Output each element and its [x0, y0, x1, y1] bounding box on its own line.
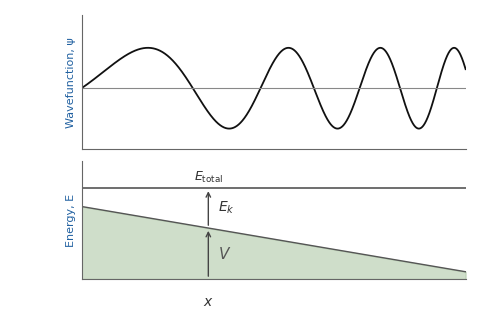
Y-axis label: Wavefunction, ψ: Wavefunction, ψ	[66, 37, 76, 127]
Text: $x$: $x$	[203, 295, 214, 309]
Y-axis label: Energy, E: Energy, E	[66, 193, 76, 247]
Text: $E_{\mathrm{total}}$: $E_{\mathrm{total}}$	[194, 170, 223, 185]
Text: $E_k$: $E_k$	[218, 200, 235, 216]
Text: $V$: $V$	[218, 246, 231, 262]
